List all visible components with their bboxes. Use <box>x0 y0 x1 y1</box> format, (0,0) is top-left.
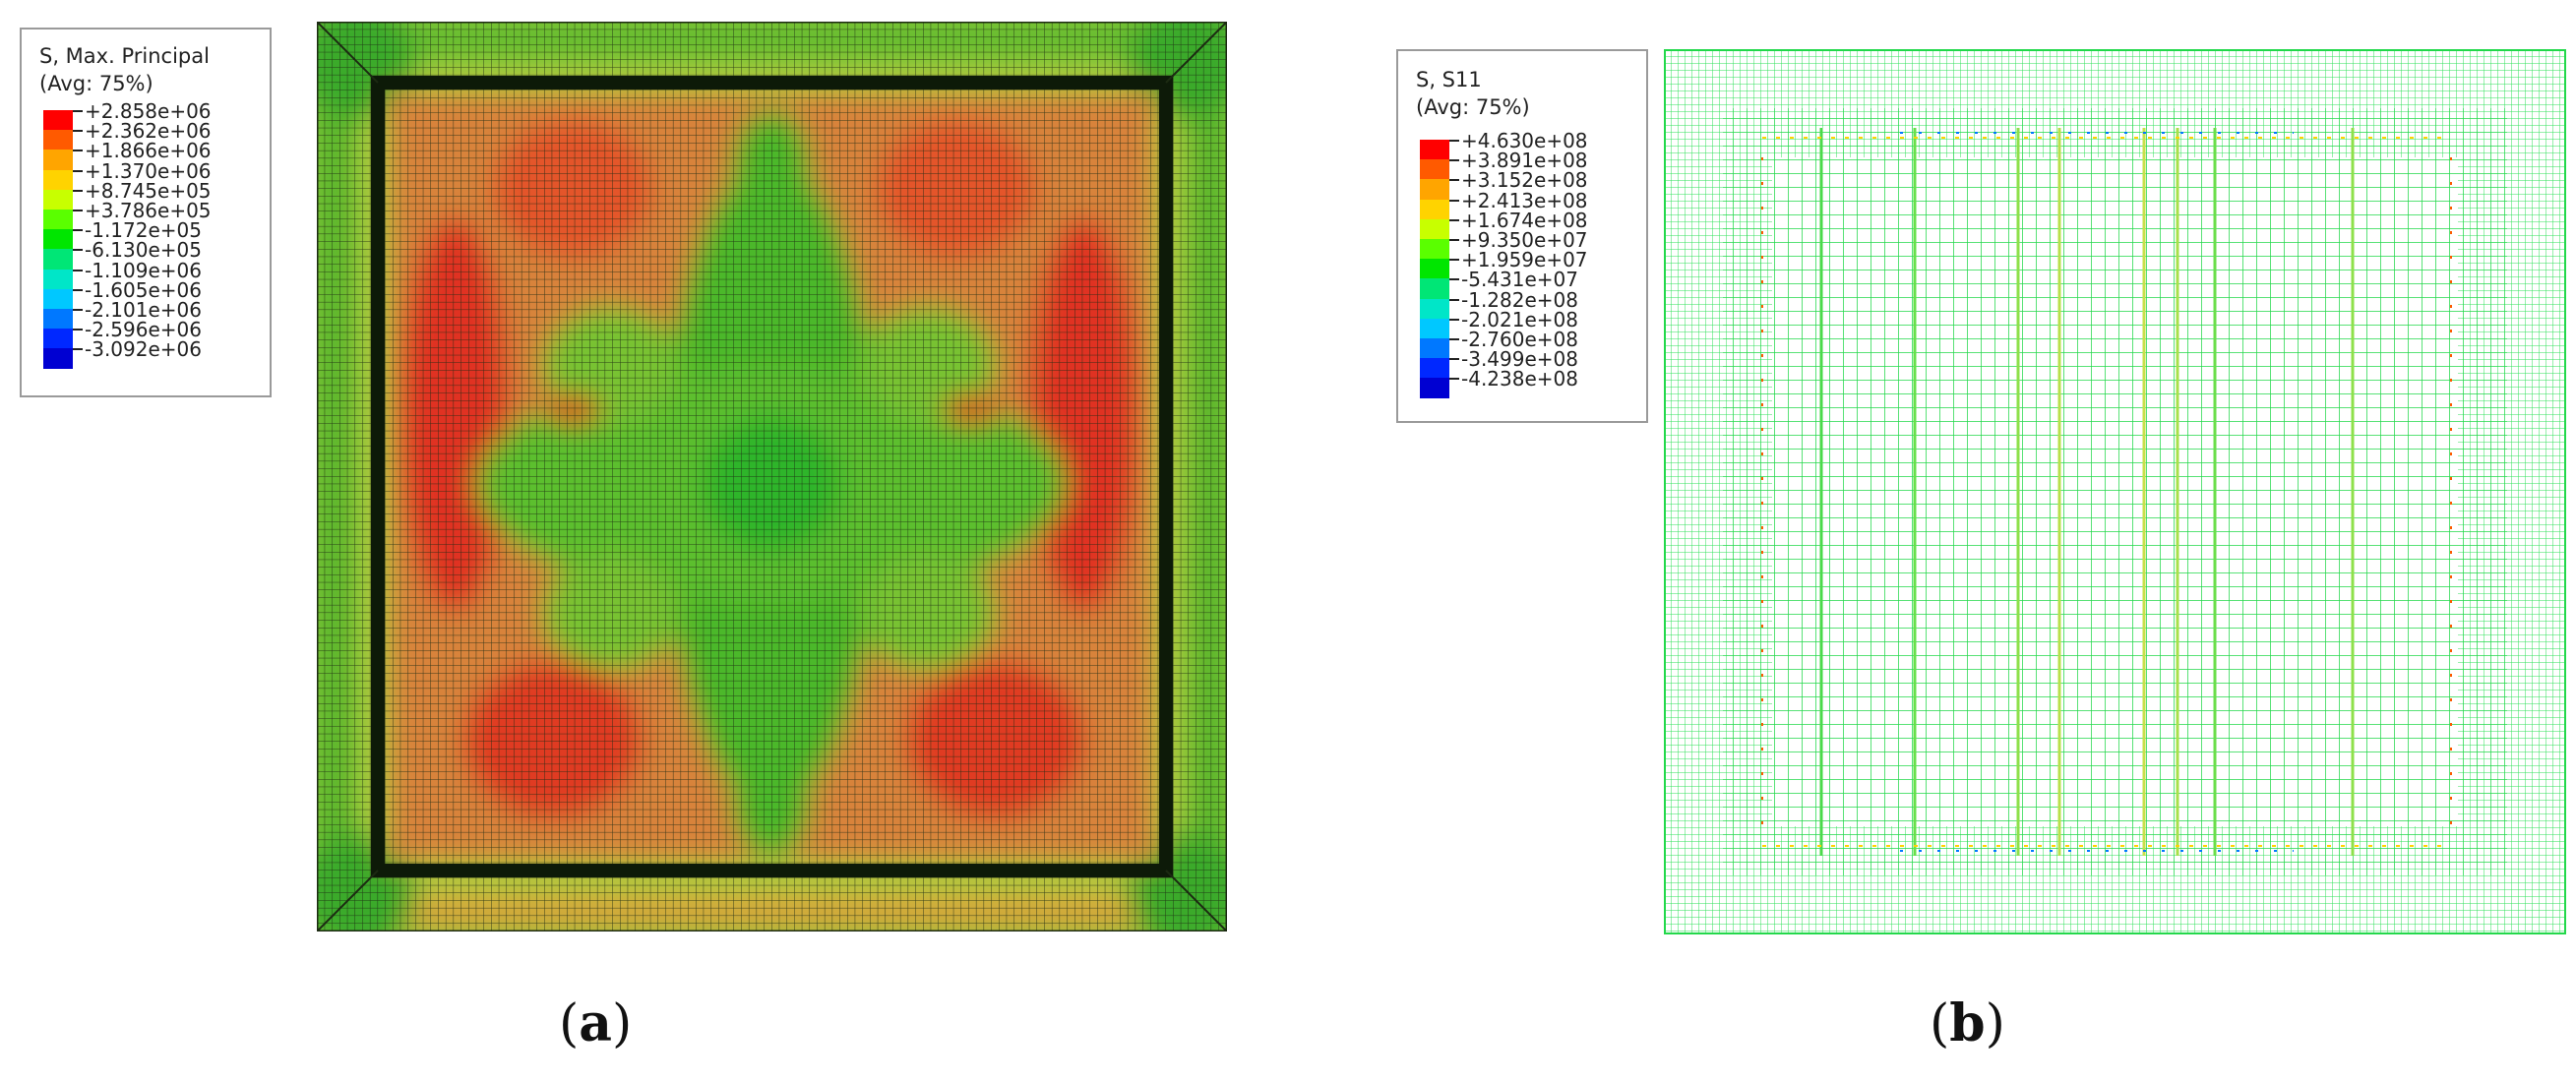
legend-swatch <box>43 309 73 330</box>
legend-swatch <box>1420 358 1449 379</box>
legend-tick <box>73 269 83 271</box>
legend-subtitle: (Avg: 75%) <box>39 72 153 95</box>
legend-swatch <box>43 110 73 131</box>
legend-tick <box>1449 298 1459 301</box>
legend-value: +8.745e+05 <box>85 178 212 203</box>
legend-swatch <box>43 189 73 210</box>
legend-swatch <box>43 229 73 250</box>
legend-tick <box>1449 318 1459 321</box>
legend-value: -2.760e+08 <box>1461 328 1578 351</box>
legend-swatch <box>1420 378 1449 398</box>
legend-value: -1.109e+06 <box>85 258 202 282</box>
legend-subtitle: (Avg: 75%) <box>1416 95 1530 119</box>
legend-tick <box>73 348 83 351</box>
legend-swatch <box>43 348 73 369</box>
legend-tick <box>1449 338 1459 340</box>
legend-value: +1.674e+08 <box>1461 208 1588 232</box>
legend-tick <box>73 329 83 331</box>
panel-a: S, Max. Principal (Avg: 75%) +2.858e+06 +… <box>20 22 1227 1053</box>
legend-value: -3.499e+08 <box>1461 347 1578 372</box>
legend-value: -6.130e+05 <box>85 238 202 263</box>
legend-swatch <box>43 288 73 309</box>
legend-value: -2.101e+06 <box>85 298 202 322</box>
legend-tick <box>1449 159 1459 162</box>
legend-value: +1.866e+06 <box>85 139 212 163</box>
legend-tick <box>73 210 83 211</box>
legend-swatch <box>43 130 73 150</box>
legend-tick <box>73 309 83 311</box>
legend-tick <box>1449 278 1459 281</box>
legend-value: +2.858e+06 <box>85 99 212 123</box>
legend-tick <box>1449 140 1459 142</box>
legend-value: -4.238e+08 <box>1461 367 1578 391</box>
stress-wireframe-plot-b <box>1664 49 2566 934</box>
legend-swatch <box>1420 218 1449 239</box>
panel-caption-a: (a) <box>559 993 633 1053</box>
legend-value: +2.413e+08 <box>1461 188 1588 212</box>
legend-swatch <box>1420 318 1449 338</box>
legend-swatch <box>43 269 73 289</box>
legend-tick <box>73 249 83 252</box>
legend-value: -1.172e+05 <box>85 218 202 243</box>
legend-value: +4.630e+08 <box>1461 129 1588 152</box>
legend-tick <box>1449 199 1459 202</box>
legend-swatch <box>43 210 73 230</box>
legend-value: +2.362e+06 <box>85 119 212 144</box>
legend-value: -1.605e+06 <box>85 277 202 302</box>
legend-swatch <box>1420 278 1449 299</box>
legend-tick <box>73 169 83 172</box>
legend-value: +3.152e+08 <box>1461 168 1588 193</box>
legend-swatch <box>1420 239 1449 260</box>
legend-swatch <box>1420 140 1449 160</box>
legend-value: +3.891e+08 <box>1461 149 1588 173</box>
legend-tick <box>1449 179 1459 182</box>
stress-contour-plot-a <box>317 22 1227 932</box>
legend-swatch <box>1420 338 1449 359</box>
legend-value: -5.431e+07 <box>1461 268 1578 292</box>
legend-swatch <box>43 249 73 270</box>
legend-tick <box>73 150 83 152</box>
legend-tick <box>73 110 83 112</box>
legend-value: -1.282e+08 <box>1461 287 1578 312</box>
legend-value: -3.092e+06 <box>85 337 202 362</box>
legend-swatch <box>43 329 73 349</box>
legend-tick <box>73 189 83 192</box>
legend-swatch <box>1420 259 1449 279</box>
legend-swatch <box>1420 179 1449 200</box>
legend-tick <box>1449 378 1459 381</box>
legend-value: +1.370e+06 <box>85 158 212 183</box>
legend-swatch <box>1420 199 1449 219</box>
legend-tick <box>73 288 83 291</box>
legend-value: +9.350e+07 <box>1461 228 1588 252</box>
legend-value: +1.959e+07 <box>1461 248 1588 272</box>
legend-value: -2.596e+06 <box>85 318 202 342</box>
legend-tick <box>1449 218 1459 221</box>
legend-tick <box>73 229 83 232</box>
legend-value: +3.786e+05 <box>85 199 212 222</box>
legend-tick <box>1449 259 1459 262</box>
legend-swatch <box>1420 159 1449 180</box>
legend-title: S, Max. Principal <box>39 44 210 68</box>
legend-tick <box>1449 358 1459 361</box>
legend-tick <box>1449 239 1459 241</box>
legend-tick <box>73 130 83 133</box>
legend-value: -2.021e+08 <box>1461 307 1578 331</box>
panel-caption-b: (b) <box>1930 993 2005 1053</box>
legend-title: S, S11 <box>1416 68 1482 91</box>
legend-b: S, S11 (Avg: 75%) +4.630e+08 +3.891e+08 +3… <box>1396 49 1648 423</box>
legend-swatch <box>1420 298 1449 319</box>
legend-swatch <box>43 169 73 190</box>
legend-a: S, Max. Principal (Avg: 75%) +2.858e+06 +… <box>20 28 272 397</box>
legend-swatch <box>43 150 73 170</box>
panel-b: S, S11 (Avg: 75%) +4.630e+08 +3.891e+08 +3… <box>1288 0 2576 1082</box>
